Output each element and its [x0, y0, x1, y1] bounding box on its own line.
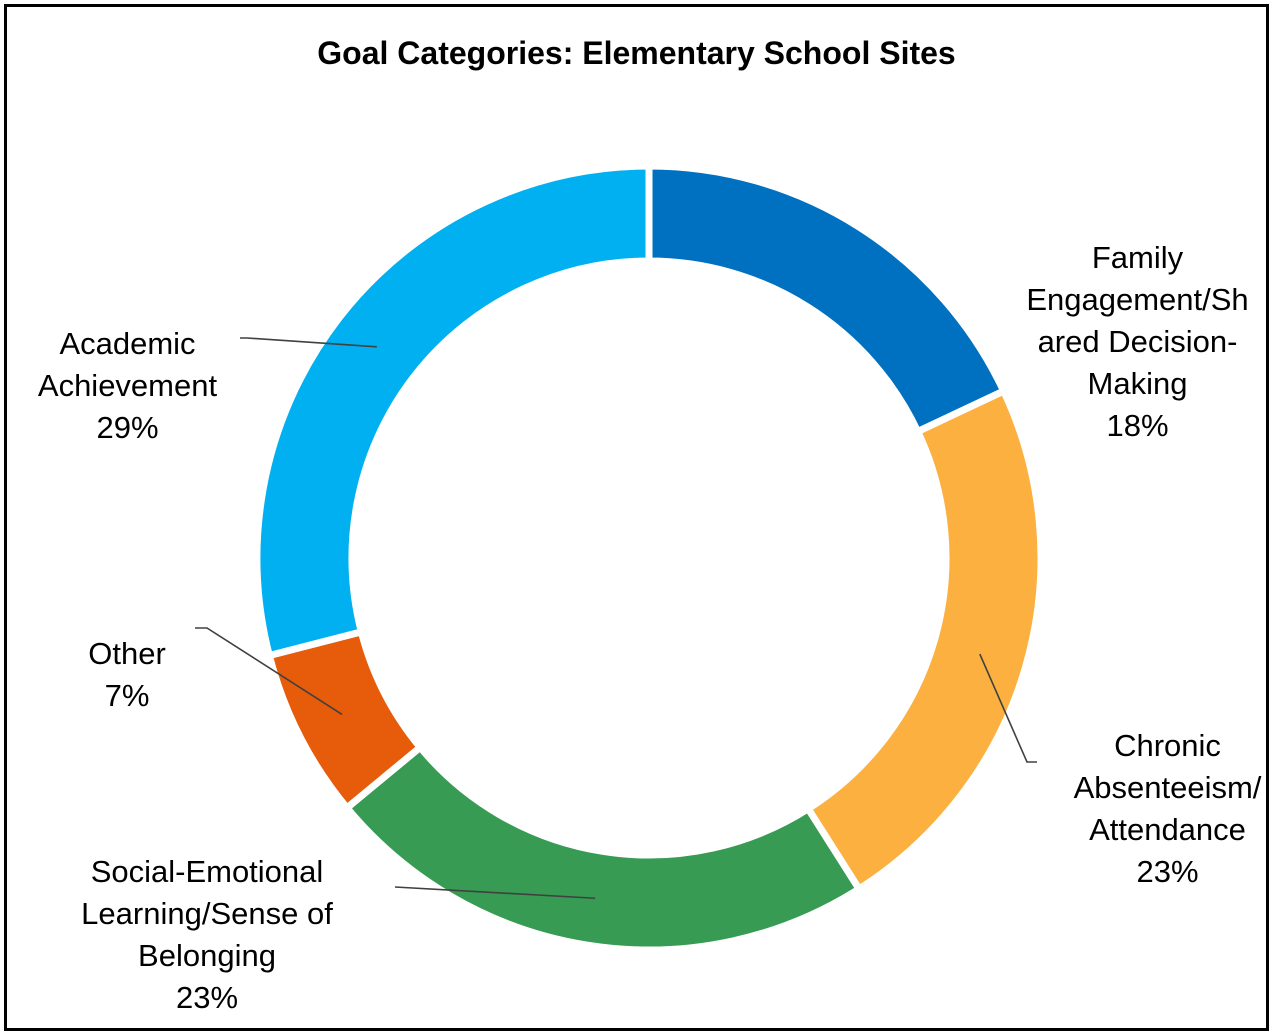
slice-percent: 18% — [1106, 408, 1169, 443]
slice-label-academic-achievement: Academic Achievement 29% — [15, 281, 240, 491]
slice-label-family-engagement: Family Engagement/Sh ared Decision- Maki… — [1010, 195, 1265, 489]
slice-name: Family Engagement/Sh ared Decision- Maki… — [1026, 240, 1249, 401]
slice-name: Chronic Absenteeism/ Attendance — [1073, 728, 1262, 847]
donut-slice-1 — [803, 386, 1045, 894]
slice-label-other: Other 7% — [77, 591, 177, 759]
leader-line-1 — [979, 653, 1037, 763]
chart-frame: Goal Categories: Elementary School Sites… — [4, 4, 1269, 1031]
leader-line-4 — [240, 337, 377, 348]
slice-name: Other — [88, 636, 166, 671]
slice-percent: 23% — [1136, 854, 1199, 889]
leader-line-3 — [195, 627, 343, 716]
chart-title: Goal Categories: Elementary School Sites — [317, 35, 956, 71]
donut-slice-4 — [253, 162, 653, 660]
slice-label-chronic-absenteeism: Chronic Absenteeism/ Attendance 23% — [1050, 683, 1266, 935]
slice-percent: 7% — [104, 678, 150, 713]
slice-percent: 29% — [96, 410, 159, 445]
leader-line-2 — [394, 886, 596, 900]
donut-chart — [195, 162, 1045, 954]
slice-name: Social-Emotional Learning/Sense of Belon… — [81, 854, 333, 973]
slice-percent: 23% — [175, 980, 239, 1015]
slice-name: Academic Achievement — [37, 326, 218, 403]
slice-label-social-emotional: Social-Emotional Learning/Sense of Belon… — [57, 809, 357, 1028]
donut-slice-0 — [645, 162, 1009, 437]
donut-slice-2 — [342, 742, 864, 954]
